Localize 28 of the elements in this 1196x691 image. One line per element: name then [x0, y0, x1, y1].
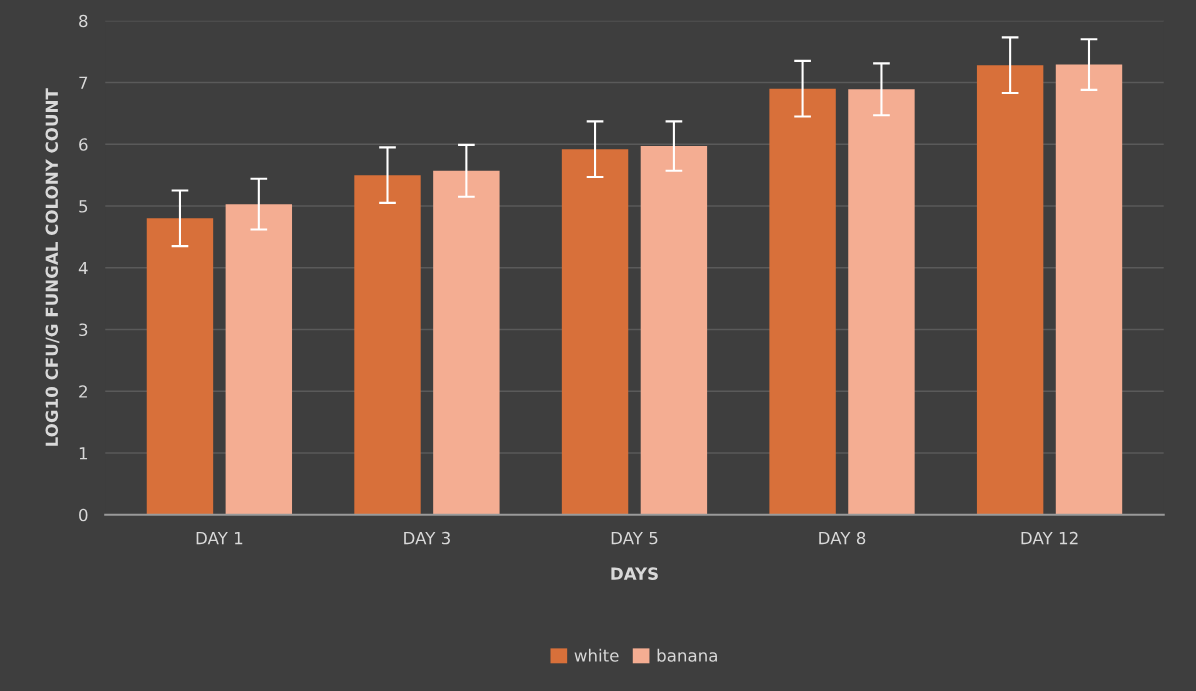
- bar: [640, 146, 708, 515]
- bar: [848, 89, 915, 515]
- y-tick-label: 5: [79, 200, 88, 213]
- y-tick-label: 2: [79, 385, 87, 398]
- y-tick-label: 7: [79, 76, 88, 89]
- y-tick-label: 4: [78, 261, 88, 275]
- bar: [354, 175, 421, 515]
- y-tick-label: 1: [79, 447, 88, 460]
- bar: [433, 170, 500, 515]
- y-tick-label: 3: [79, 323, 88, 337]
- y-tick-label: 8: [79, 14, 88, 28]
- y-tick-label: 6: [79, 138, 88, 151]
- legend-label: white: [574, 648, 619, 662]
- x-tick-label: DAY 12: [1021, 531, 1078, 545]
- bar: [561, 149, 629, 515]
- bar: [225, 204, 293, 515]
- legend-label: banana: [657, 648, 717, 662]
- x-axis-title: DAYS: [611, 567, 658, 580]
- y-tick-label: 0: [79, 508, 88, 522]
- x-tick-label: DAY 1: [196, 531, 243, 545]
- bar: [146, 218, 214, 515]
- x-tick-label: DAY 5: [611, 531, 658, 545]
- x-tick-label: DAY 3: [404, 531, 450, 545]
- y-axis-title: LOG10 CFU/G FUNGAL COLONY COUNT: [45, 88, 60, 446]
- bar: [976, 65, 1044, 515]
- bar: [1055, 64, 1123, 515]
- x-tick-label: DAY 8: [819, 531, 866, 545]
- bar: [769, 88, 836, 515]
